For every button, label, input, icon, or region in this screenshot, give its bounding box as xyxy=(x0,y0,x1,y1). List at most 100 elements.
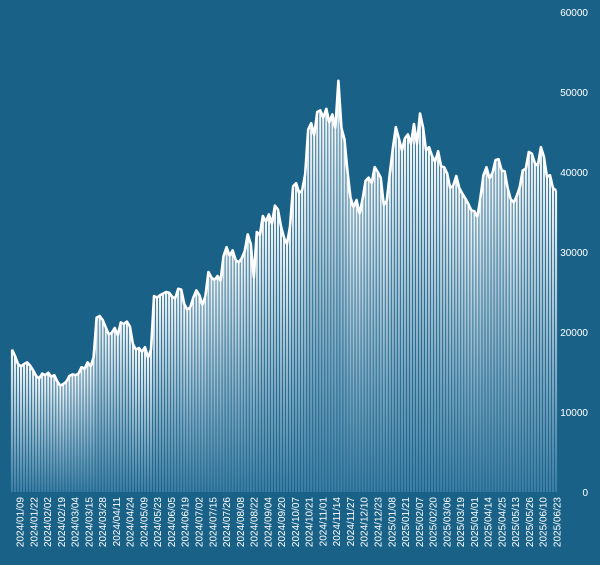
bar xyxy=(116,335,119,492)
bar xyxy=(391,148,394,493)
x-tick-label: 2024/02/02 xyxy=(43,497,54,547)
bar xyxy=(476,216,479,493)
bar xyxy=(98,316,101,492)
bar xyxy=(207,272,210,492)
bar xyxy=(152,296,156,492)
bar xyxy=(382,204,385,493)
bar xyxy=(113,328,116,492)
x-tick-label: 2025/03/06 xyxy=(442,497,453,547)
x-tick-label: 2024/04/11 xyxy=(112,497,123,547)
x-tick-label: 2024/07/15 xyxy=(208,497,219,547)
bar xyxy=(337,80,340,493)
bar xyxy=(222,256,225,492)
bar xyxy=(304,174,307,492)
bar xyxy=(301,190,304,492)
bar xyxy=(210,277,213,492)
x-tick-label: 2024/09/04 xyxy=(263,497,274,547)
bar xyxy=(201,304,204,492)
bar xyxy=(249,244,252,492)
x-tick-label: 2024/03/04 xyxy=(71,497,82,547)
bar xyxy=(168,292,171,492)
bar xyxy=(59,385,62,492)
x-tick-label: 2024/06/19 xyxy=(181,497,192,547)
bar xyxy=(340,128,343,492)
bar xyxy=(159,295,162,492)
x-tick-label: 2024/02/19 xyxy=(57,497,68,547)
x-axis: 2024/01/09 2024/01/22 2024/02/02 2024/02/19… xyxy=(16,497,564,547)
bar xyxy=(346,171,349,492)
y-tick-label: 30000 xyxy=(560,248,588,259)
bar xyxy=(536,165,539,492)
bar xyxy=(252,277,255,492)
bar xyxy=(295,183,298,492)
bar xyxy=(107,334,110,492)
bar xyxy=(62,384,65,492)
series-line xyxy=(10,79,557,387)
bar xyxy=(264,221,267,492)
bar xyxy=(255,232,258,492)
bar xyxy=(548,175,552,492)
bar xyxy=(527,152,530,492)
bar xyxy=(219,280,222,492)
bar xyxy=(394,127,397,492)
bar xyxy=(349,197,352,492)
bar xyxy=(530,153,533,492)
bar xyxy=(376,172,379,492)
bar xyxy=(180,289,183,492)
x-tick-label: 2025/05/26 xyxy=(525,497,536,547)
x-tick-label: 2024/07/26 xyxy=(222,497,233,547)
bar xyxy=(183,304,186,492)
bar xyxy=(140,352,144,492)
bar xyxy=(155,297,159,492)
bar xyxy=(421,127,425,492)
bar xyxy=(276,209,280,492)
x-tick-label: 2025/05/13 xyxy=(511,497,522,547)
x-tick-label: 2024/01/22 xyxy=(29,497,40,547)
bar xyxy=(38,378,41,492)
bar xyxy=(524,168,527,493)
bar xyxy=(225,247,228,492)
bar xyxy=(497,159,500,492)
bar xyxy=(195,290,198,492)
bar xyxy=(95,317,98,492)
bar xyxy=(47,372,50,492)
bar xyxy=(285,244,289,492)
x-tick-label: 2025/01/21 xyxy=(401,497,412,547)
bar xyxy=(122,324,125,492)
bar xyxy=(446,173,449,492)
bar xyxy=(310,123,313,492)
x-tick-label: 2024/03/15 xyxy=(84,497,95,547)
bar xyxy=(506,188,509,492)
x-tick-label: 2024/10/07 xyxy=(291,497,302,547)
bar xyxy=(379,177,382,492)
bar xyxy=(325,108,328,493)
bar xyxy=(228,256,231,492)
bar xyxy=(23,364,26,492)
bar xyxy=(449,188,452,492)
bar xyxy=(291,186,295,492)
bar xyxy=(482,175,485,492)
bar xyxy=(171,296,174,492)
y-tick-label: 10000 xyxy=(560,408,588,419)
y-axis: 0 10000 20000 30000 40000 50000 60000 xyxy=(560,8,588,499)
bar xyxy=(424,150,428,492)
bar xyxy=(355,200,358,492)
bar xyxy=(458,188,461,492)
bar xyxy=(237,262,240,492)
bar xyxy=(243,251,246,492)
bar xyxy=(282,237,286,492)
bar xyxy=(74,375,77,492)
bar xyxy=(71,374,74,492)
bar xyxy=(400,150,403,492)
bar xyxy=(512,202,515,492)
bar xyxy=(473,211,476,492)
bar xyxy=(213,280,216,492)
bar xyxy=(13,356,17,492)
bar xyxy=(409,144,413,492)
x-tick-label: 2024/04/24 xyxy=(126,497,137,547)
bar xyxy=(334,128,337,492)
bar xyxy=(101,320,104,492)
x-tick-label: 2024/08/08 xyxy=(236,497,247,547)
bar xyxy=(162,293,165,492)
